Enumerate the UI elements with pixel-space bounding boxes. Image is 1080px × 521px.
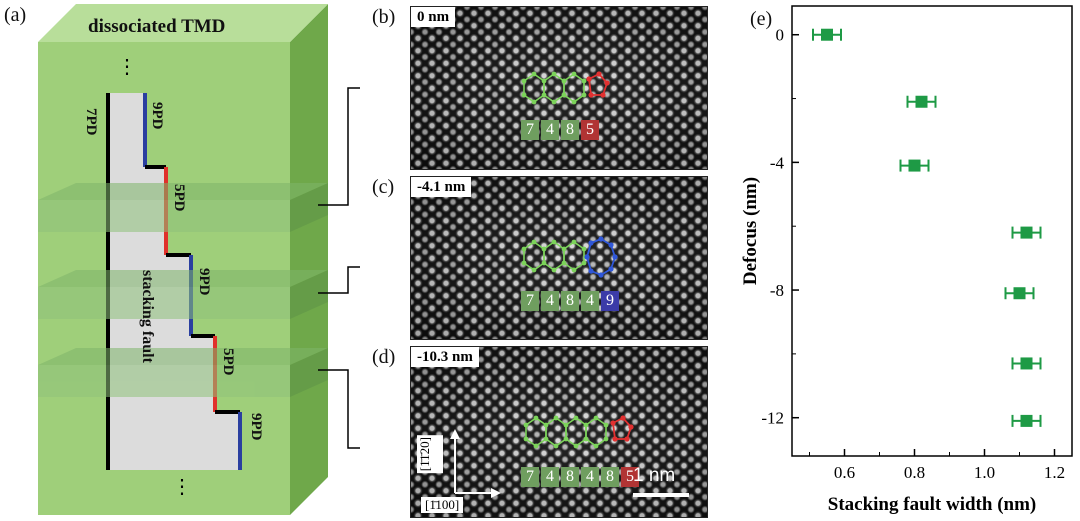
y-tick-label: -12 bbox=[761, 409, 784, 428]
data-point bbox=[908, 159, 921, 172]
ring-box: 8 bbox=[561, 120, 579, 140]
ring-boxes-d: 7 4 8 4 8 5 bbox=[521, 467, 639, 487]
x-tick-label: 0.8 bbox=[904, 463, 925, 482]
x-axis-label: Stacking fault width (nm) bbox=[828, 494, 1037, 515]
label-9pd-top: 9PD bbox=[149, 102, 165, 130]
label-5pd-b: 5PD bbox=[220, 348, 236, 376]
data-point bbox=[1020, 357, 1033, 370]
ring-box: 5 bbox=[621, 467, 639, 487]
plot-frame bbox=[791, 5, 1073, 457]
block-side-face bbox=[290, 4, 328, 515]
data-point bbox=[1020, 226, 1033, 239]
defocus-label-b: 0 nm bbox=[411, 7, 456, 27]
direction-arrows bbox=[450, 429, 501, 498]
block-title: dissociated TMD bbox=[88, 16, 226, 37]
x-tick-label: 1.2 bbox=[1044, 463, 1065, 482]
panel-c-label: (c) bbox=[372, 176, 395, 198]
ring-box: 4 bbox=[541, 120, 559, 140]
ring-box: 7 bbox=[521, 467, 539, 487]
scalebar bbox=[633, 493, 689, 497]
ring-box: 4 bbox=[541, 291, 559, 311]
ring-box: 7 bbox=[521, 120, 539, 140]
direction-up-label: [1̄1̄20] bbox=[417, 435, 443, 474]
stem-image-d: -10.3 nm 7 4 8 4 8 5 [1̄1̄20] [1̄100] 1 … bbox=[410, 346, 708, 518]
bottom-ellipsis: ⋮ bbox=[172, 476, 192, 498]
slice-plane-2 bbox=[38, 270, 328, 319]
y-tick-label: 0 bbox=[776, 26, 785, 45]
block-top-face bbox=[38, 4, 328, 42]
ring-box: 8 bbox=[601, 467, 619, 487]
y-axis-label: Defocus (nm) bbox=[740, 177, 761, 285]
x-tick-label: 1.0 bbox=[974, 463, 995, 482]
ring-boxes-b: 7 4 8 5 bbox=[521, 120, 599, 140]
panel-b-label: (b) bbox=[372, 6, 396, 28]
data-point bbox=[1013, 287, 1026, 300]
y-tick-label: -8 bbox=[770, 281, 784, 300]
scalebar-label: 1 nm bbox=[633, 465, 676, 486]
slice-plane-1 bbox=[38, 183, 328, 232]
label-5pd-a: 5PD bbox=[171, 184, 187, 212]
ring-boxes-c: 7 4 8 4 9 bbox=[521, 291, 619, 311]
ring-box: 9 bbox=[601, 291, 619, 311]
ring-box: 8 bbox=[561, 467, 579, 487]
ring-box: 4 bbox=[541, 467, 559, 487]
atom-overlay-c bbox=[521, 236, 618, 278]
atom-overlay-b bbox=[521, 71, 610, 105]
panel-a-label: (a) bbox=[4, 4, 27, 26]
stem-image-c: -4.1 nm 7 4 8 4 9 bbox=[410, 176, 708, 340]
ring-box: 8 bbox=[561, 291, 579, 311]
connector-c bbox=[318, 266, 360, 294]
data-point bbox=[821, 28, 833, 41]
defocus-chart: 0.6 0.8 1.0 1.2 0 -4 -8 -12 Stacking fault widt… bbox=[740, 5, 1073, 515]
panel-d-label: (d) bbox=[372, 346, 396, 368]
defocus-label-d: -10.3 nm bbox=[411, 347, 479, 367]
connector-d bbox=[318, 369, 360, 449]
ring-box: 4 bbox=[581, 467, 599, 487]
y-tick-label: -4 bbox=[770, 153, 785, 172]
x-tick-label: 0.6 bbox=[834, 463, 855, 482]
atom-overlay-d bbox=[523, 415, 634, 449]
label-stacking-fault: stacking fault bbox=[139, 270, 156, 363]
top-ellipsis: ⋮ bbox=[117, 56, 137, 78]
slice-plane-3 bbox=[38, 348, 328, 397]
label-7pd: 7PD bbox=[83, 108, 99, 136]
data-point bbox=[915, 95, 928, 108]
ring-box: 4 bbox=[581, 291, 599, 311]
data-point bbox=[1020, 414, 1033, 427]
label-9pd-mid: 9PD bbox=[196, 268, 212, 296]
connector-b bbox=[318, 87, 360, 206]
direction-right-label: [1̄100] bbox=[421, 497, 464, 513]
tmd-block-diagram bbox=[38, 4, 360, 515]
defocus-label-c: -4.1 nm bbox=[411, 177, 472, 197]
label-9pd-bot: 9PD bbox=[248, 413, 264, 441]
ring-box: 7 bbox=[521, 291, 539, 311]
ring-box: 5 bbox=[581, 120, 599, 140]
stem-image-b: 0 nm 7 4 8 5 bbox=[410, 6, 708, 170]
panel-e-label: (e) bbox=[750, 8, 773, 30]
